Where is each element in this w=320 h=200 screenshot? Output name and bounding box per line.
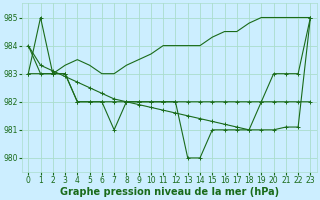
X-axis label: Graphe pression niveau de la mer (hPa): Graphe pression niveau de la mer (hPa)	[60, 187, 279, 197]
